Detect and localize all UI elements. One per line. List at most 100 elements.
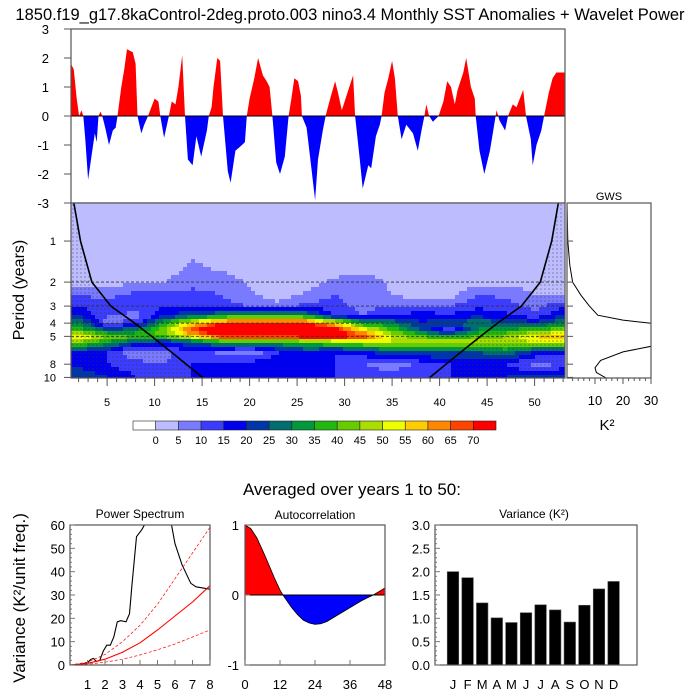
wavelet-cell [123, 311, 128, 316]
wavelet-cell [551, 215, 556, 220]
wavelet-cell [151, 263, 156, 268]
wavelet-cell [495, 203, 500, 208]
wavelet-cell [499, 215, 504, 220]
wavelet-cell [107, 259, 112, 264]
wavelet-cell [419, 343, 424, 348]
wavelet-cell [219, 251, 224, 256]
wavelet-cell [475, 283, 480, 288]
wavelet-cell [183, 207, 188, 212]
wavelet-cell [259, 323, 264, 328]
wavelet-cell [423, 311, 428, 316]
wavelet-cell [235, 351, 240, 356]
wavelet-cell [295, 311, 300, 316]
wavelet-cell [259, 283, 264, 288]
wavelet-cell [311, 335, 316, 340]
wavelet-cell [235, 267, 240, 272]
wavelet-cell [323, 279, 328, 284]
wavelet-cell [511, 203, 516, 208]
wavelet-cell [387, 239, 392, 244]
wavelet-cell [211, 223, 216, 228]
wavelet-cell [275, 323, 280, 328]
wavelet-cell [351, 231, 356, 236]
wavelet-cell [523, 263, 528, 268]
wavelet-cell [143, 207, 148, 212]
wavelet-cell [135, 267, 140, 272]
wavelet-cell [403, 319, 408, 324]
wavelet-cell [379, 239, 384, 244]
wavelet-cell [103, 207, 108, 212]
wavelet-cell [327, 279, 332, 284]
wavelet-cell [335, 287, 340, 292]
wavelet-cell [515, 235, 520, 240]
wavelet-cell [427, 271, 432, 276]
wavelet-cell [287, 339, 292, 344]
wavelet-cell [147, 295, 152, 300]
wavelet-cell [379, 323, 384, 328]
wavelet-cell [147, 311, 152, 316]
wavelet-cell [299, 227, 304, 232]
wavelet-cell [255, 259, 260, 264]
wavelet-cell [315, 315, 320, 320]
wavelet-cell [127, 271, 132, 276]
wavelet-cell [251, 243, 256, 248]
wavelet-cell [287, 323, 292, 328]
wavelet-cell [483, 235, 488, 240]
wavelet-cell [179, 251, 184, 256]
wavelet-cell [251, 323, 256, 328]
wavelet-cell [511, 219, 516, 224]
wavelet-cell [215, 291, 220, 296]
wavelet-cell [327, 331, 332, 336]
wavelet-cell [359, 279, 364, 284]
wavelet-cell [343, 239, 348, 244]
wavelet-cell [203, 275, 208, 280]
wavelet-cell [187, 255, 192, 260]
wavelet-cell [515, 263, 520, 268]
wavelet-cell [163, 251, 168, 256]
wavelet-cell [143, 323, 148, 328]
wavelet-cell [383, 311, 388, 316]
wavelet-cell [275, 255, 280, 260]
wavelet-cell [307, 355, 312, 360]
wavelet-cell [359, 287, 364, 292]
wavelet-cell [247, 283, 252, 288]
wavelet-cell [475, 275, 480, 280]
wavelet-cell [287, 271, 292, 276]
wavelet-cell [231, 215, 236, 220]
wavelet-cell [295, 231, 300, 236]
wavelet-cell [471, 335, 476, 340]
wavelet-cell [427, 243, 432, 248]
wavelet-cell [271, 331, 276, 336]
wavelet-cell [203, 311, 208, 316]
wavelet-cell [307, 323, 312, 328]
wavelet-cell [483, 203, 488, 208]
wavelet-cell [479, 207, 484, 212]
wavelet-cell [179, 295, 184, 300]
wavelet-cell [219, 295, 224, 300]
wavelet-cell [399, 343, 404, 348]
wavelet-cell [287, 287, 292, 292]
wavelet-cell [507, 207, 512, 212]
wavelet-cell [287, 207, 292, 212]
wavelet-cell [431, 247, 436, 252]
wavelet-cell [511, 223, 516, 228]
wavelet-cell [171, 347, 176, 352]
wavelet-cell [359, 255, 364, 260]
wavelet-cell [311, 275, 316, 280]
wavelet-cell [219, 303, 224, 308]
wavelet-cell [291, 303, 296, 308]
wavelet-cell [403, 235, 408, 240]
wavelet-cell [395, 235, 400, 240]
wavelet-cell [135, 211, 140, 216]
wavelet-cell [279, 235, 284, 240]
wavelet-cell [367, 207, 372, 212]
wavelet-cell [215, 287, 220, 292]
wavelet-cell [283, 259, 288, 264]
wavelet-cell [475, 259, 480, 264]
wavelet-cell [247, 231, 252, 236]
wavelet-cell [495, 307, 500, 312]
wavelet-cell [223, 303, 228, 308]
wavelet-cell [459, 227, 464, 232]
wavelet-cell [195, 231, 200, 236]
wavelet-cell [163, 271, 168, 276]
wavelet-cell [123, 211, 128, 216]
